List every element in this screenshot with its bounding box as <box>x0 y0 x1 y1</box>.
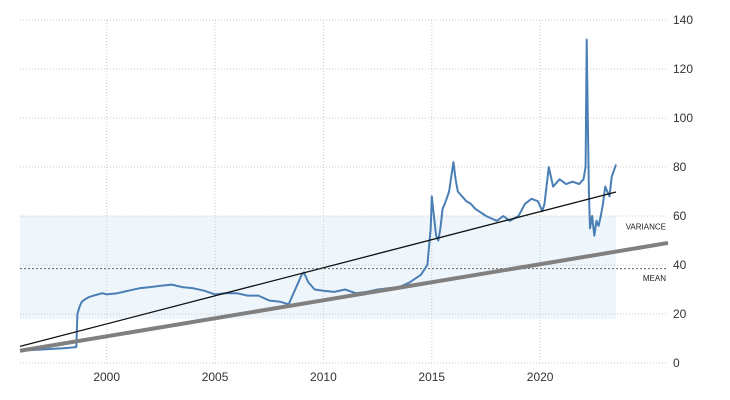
series-line <box>19 38 617 352</box>
y-tick-label: 40 <box>673 258 687 272</box>
y-tick-label: 140 <box>673 13 693 27</box>
y-tick-label: 100 <box>673 111 693 125</box>
y-tick-label: 20 <box>673 307 687 321</box>
grid <box>20 19 668 364</box>
mean-trend-line <box>19 240 669 353</box>
y-tick-label: 120 <box>673 62 693 76</box>
x-tick-label: 2015 <box>418 370 445 384</box>
x-tick-label: 2010 <box>310 370 337 384</box>
y-axis-tick-labels: 0 20 40 60 80 100 120 140 <box>673 13 693 370</box>
x-tick-label: 2005 <box>202 370 229 384</box>
x-tick-label: 2020 <box>527 370 554 384</box>
y-tick-label: 0 <box>673 356 680 370</box>
y-tick-label: 80 <box>673 160 687 174</box>
variance-trend-line <box>19 191 617 347</box>
x-axis-tick-labels: 2000 2005 2010 2015 2020 <box>93 370 553 384</box>
mean-label: MEAN <box>643 274 666 283</box>
x-tick-label: 2000 <box>93 370 120 384</box>
y-tick-label: 60 <box>673 209 687 223</box>
variance-label: VARIANCE <box>626 222 666 231</box>
